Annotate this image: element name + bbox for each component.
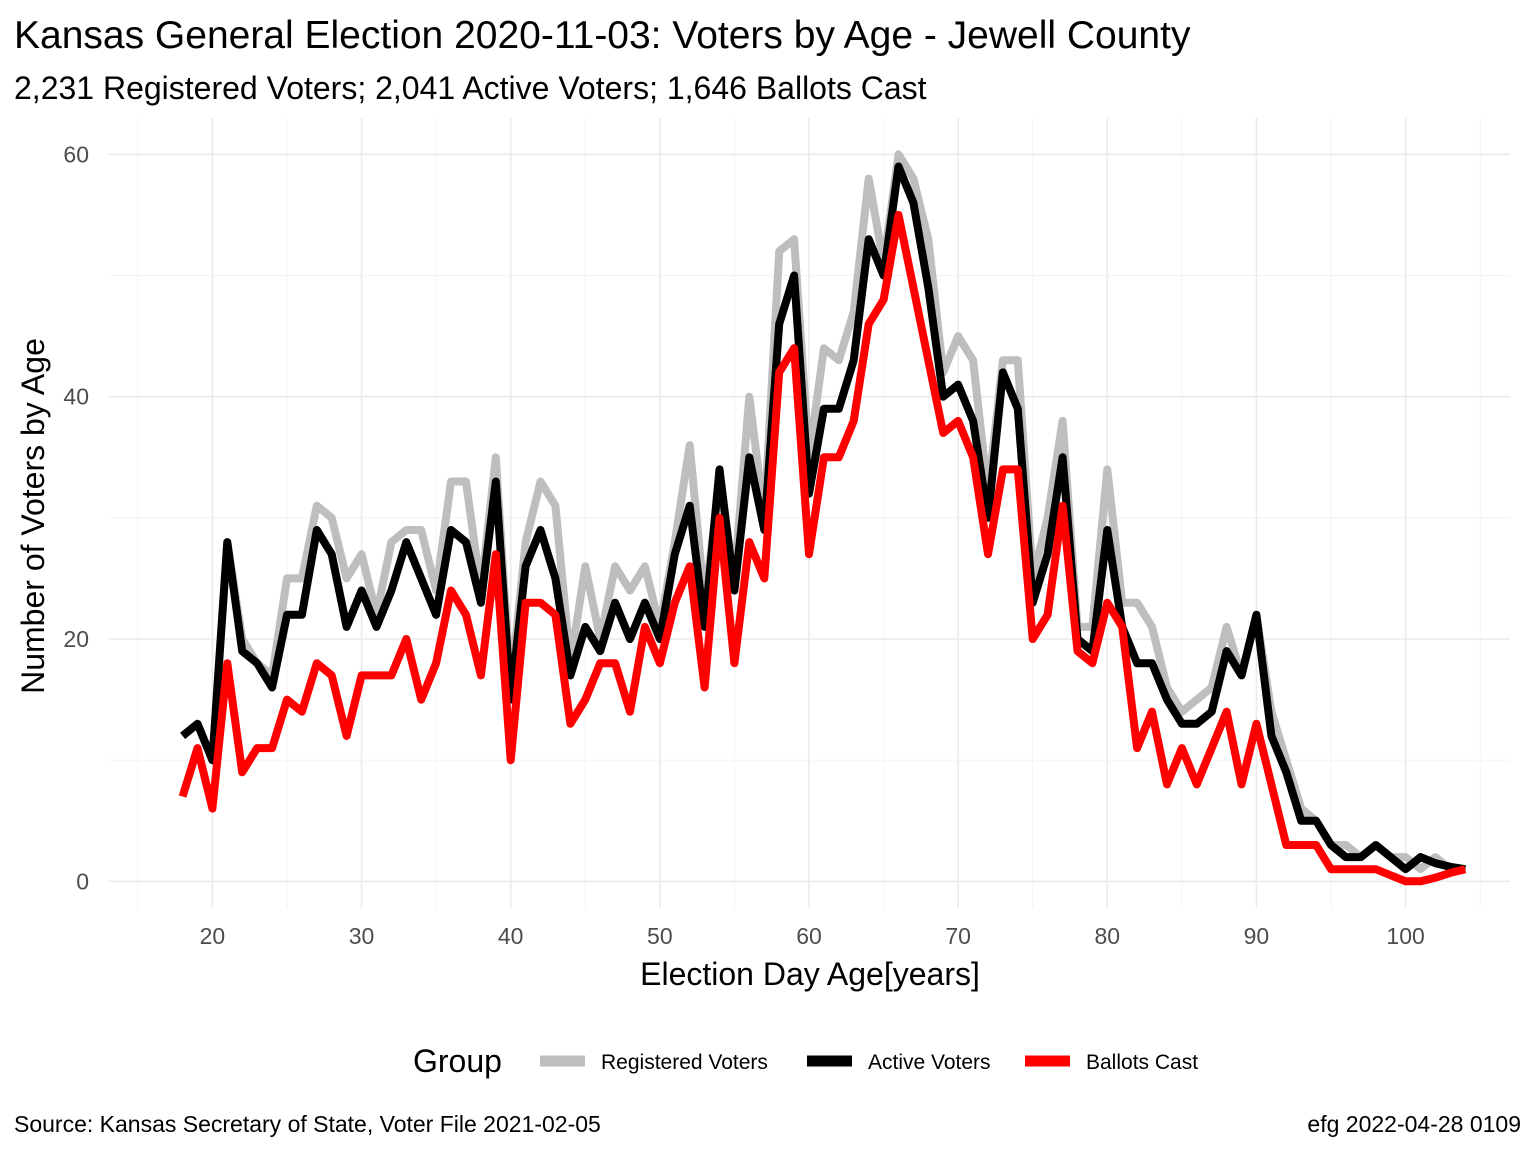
x-tick-label: 30 bbox=[349, 923, 375, 949]
x-tick-label: 100 bbox=[1386, 923, 1424, 949]
chart-title: Kansas General Election 2020-11-03: Vote… bbox=[14, 14, 1191, 57]
x-tick-label: 90 bbox=[1244, 923, 1270, 949]
x-tick-label: 80 bbox=[1095, 923, 1121, 949]
x-tick-label: 40 bbox=[498, 923, 524, 949]
legend-label-registered: Registered Voters bbox=[601, 1051, 768, 1074]
x-axis-title: Election Day Age[years] bbox=[640, 956, 980, 992]
legend-title: Group bbox=[413, 1043, 502, 1079]
y-tick-label: 60 bbox=[63, 141, 89, 167]
author-caption: efg 2022-04-28 0109 bbox=[1307, 1111, 1521, 1137]
y-axis-ticks: 0 20 40 60 bbox=[63, 141, 89, 894]
series-line-ballots-cast bbox=[178, 210, 1467, 886]
x-tick-label: 50 bbox=[647, 923, 673, 949]
source-caption: Source: Kansas Secretary of State, Voter… bbox=[14, 1111, 601, 1137]
x-tick-label: 20 bbox=[200, 923, 226, 949]
legend: Group Registered Voters Active Voters Ba… bbox=[413, 1043, 1198, 1079]
chart-subtitle: 2,231 Registered Voters; 2,041 Active Vo… bbox=[14, 70, 927, 106]
series-line-registered-voters bbox=[180, 150, 1466, 874]
y-tick-label: 20 bbox=[63, 626, 89, 652]
legend-label-active: Active Voters bbox=[868, 1051, 991, 1074]
x-tick-label: 70 bbox=[945, 923, 971, 949]
y-tick-label: 0 bbox=[76, 868, 89, 894]
series-line-active-voters bbox=[180, 162, 1466, 874]
x-axis-ticks: 20 30 40 50 60 70 80 90 100 bbox=[200, 923, 1425, 949]
y-tick-label: 40 bbox=[63, 384, 89, 410]
y-axis-title: Number of Voters by Age bbox=[15, 338, 51, 694]
series-lines bbox=[178, 150, 1467, 886]
legend-label-ballots: Ballots Cast bbox=[1086, 1051, 1198, 1074]
x-tick-label: 60 bbox=[796, 923, 822, 949]
